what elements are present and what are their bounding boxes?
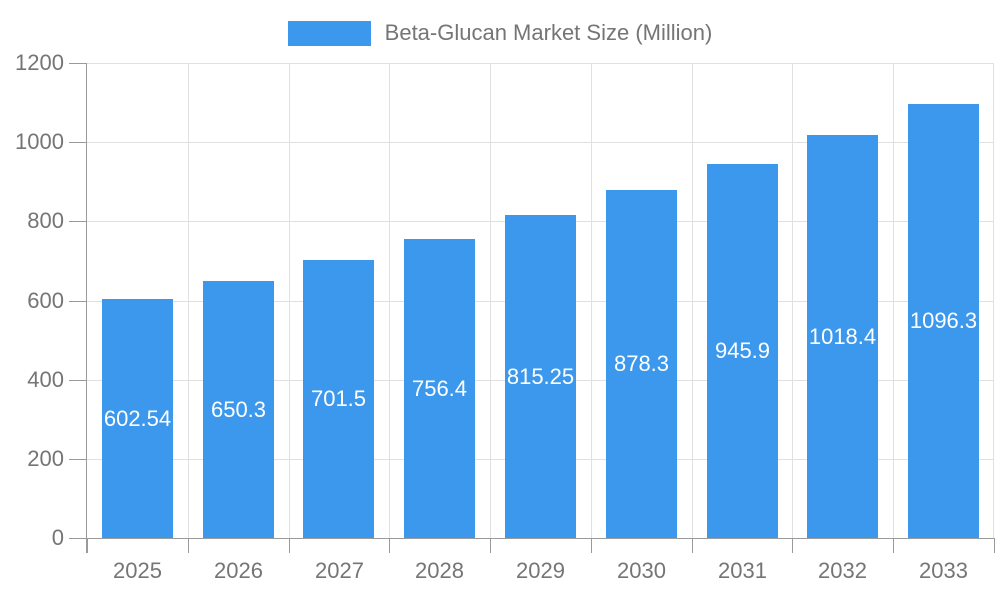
bar-value-label: 1096.3 — [909, 308, 978, 333]
x-tick-mark — [188, 538, 189, 553]
h-gridline — [87, 142, 994, 143]
x-axis-label: 2030 — [617, 558, 666, 583]
y-axis-label: 200 — [27, 446, 64, 471]
x-axis-label: 2026 — [214, 558, 263, 583]
v-gridline — [591, 63, 592, 538]
x-tick-mark — [389, 538, 390, 553]
x-axis-label: 2031 — [718, 558, 767, 583]
v-gridline — [389, 63, 390, 538]
bar-2032[interactable] — [807, 135, 878, 538]
bar-2029[interactable] — [505, 215, 576, 538]
bar-value-label: 701.5 — [310, 386, 367, 411]
y-axis-label: 0 — [51, 525, 64, 550]
y-tick-mark — [69, 142, 87, 143]
bar-value-label: 650.3 — [210, 397, 267, 422]
h-gridline — [87, 63, 994, 64]
v-gridline — [692, 63, 693, 538]
x-axis-label: 2033 — [919, 558, 968, 583]
v-gridline — [490, 63, 491, 538]
x-tick-mark — [994, 538, 995, 553]
y-axis-line — [86, 63, 87, 553]
bar-value-label: 815.25 — [506, 364, 575, 389]
bar-value-label: 1018.4 — [808, 324, 877, 349]
y-tick-mark — [69, 538, 87, 539]
x-tick-mark — [289, 538, 290, 553]
v-gridline — [893, 63, 894, 538]
y-axis-label: 600 — [27, 288, 64, 313]
x-tick-mark — [792, 538, 793, 553]
chart-legend[interactable]: Beta-Glucan Market Size (Million) — [0, 18, 1000, 48]
legend-swatch[interactable] — [287, 20, 371, 46]
y-axis-label: 400 — [27, 367, 64, 392]
y-tick-mark — [69, 301, 87, 302]
x-axis-label: 2028 — [415, 558, 464, 583]
bar-value-label: 945.9 — [714, 338, 771, 363]
x-axis-label: 2032 — [818, 558, 867, 583]
y-axis-label: 1200 — [15, 50, 64, 75]
x-tick-mark — [692, 538, 693, 553]
bar-value-label: 878.3 — [613, 351, 670, 376]
bar-2025[interactable] — [102, 299, 173, 538]
y-tick-mark — [69, 459, 87, 460]
bar-value-label: 756.4 — [411, 376, 468, 401]
x-tick-mark — [87, 538, 88, 553]
x-tick-mark — [591, 538, 592, 553]
bar-2030[interactable] — [606, 190, 677, 538]
plot-right-border — [993, 63, 994, 538]
v-gridline — [289, 63, 290, 538]
y-axis-label: 1000 — [15, 129, 64, 154]
x-tick-mark — [893, 538, 894, 553]
bar-2026[interactable] — [203, 281, 274, 538]
bar-value-label: 602.54 — [103, 406, 172, 431]
y-axis-label: 800 — [27, 208, 64, 233]
bar-2033[interactable] — [908, 104, 979, 538]
y-tick-mark — [69, 380, 87, 381]
x-axis-label: 2029 — [516, 558, 565, 583]
y-tick-mark — [69, 63, 87, 64]
x-axis-label: 2027 — [315, 558, 364, 583]
v-gridline — [188, 63, 189, 538]
x-axis-line — [86, 538, 994, 539]
x-tick-mark — [490, 538, 491, 553]
y-tick-mark — [69, 221, 87, 222]
bar-2031[interactable] — [707, 164, 778, 538]
legend-label: Beta-Glucan Market Size (Million) — [384, 20, 713, 45]
v-gridline — [792, 63, 793, 538]
bar-2028[interactable] — [404, 239, 475, 538]
bar-2027[interactable] — [303, 260, 374, 538]
x-axis-label: 2025 — [113, 558, 162, 583]
